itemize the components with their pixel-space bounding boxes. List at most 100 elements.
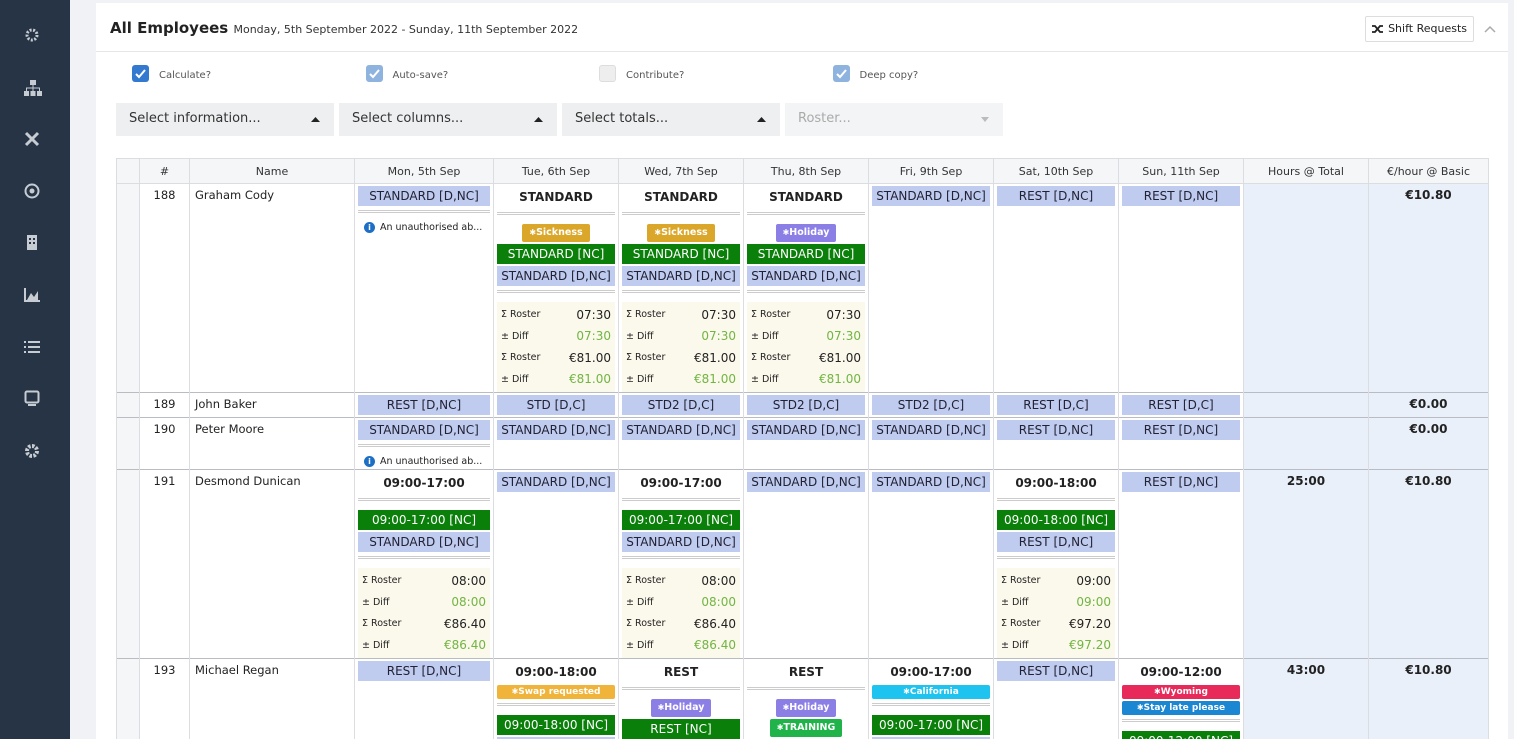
green-label[interactable]: 09:00-18:00 [NC] [497,715,615,735]
stats-label: Σ Roster [626,309,666,321]
separator [997,556,1115,559]
stats-row: ± Diff €97.20 [997,635,1115,657]
shift-label[interactable]: REST [D,NC] [358,661,490,681]
day-cell: STANDARD [D,NC] [868,417,994,470]
shift-label[interactable]: REST [D,NC] [997,186,1115,206]
stats-block: Σ Roster 09:00 ± Diff 09:00 Σ Roster €97.20 ± … [997,568,1115,658]
shift-label[interactable]: REST [D,NC] [1122,420,1240,440]
shift-label[interactable]: STANDARD [D,NC] [622,532,740,552]
nav-icon[interactable] [24,390,40,406]
card: All Employees Monday, 5th September 2022… [96,3,1508,739]
shift-label[interactable]: STANDARD [D,NC] [747,266,865,286]
card-header: All Employees Monday, 5th September 2022… [96,3,1508,52]
stats-value: 07:30 [576,329,611,344]
nav-icon[interactable] [24,80,42,96]
stats-row: ± Diff €86.40 [622,635,740,657]
shift-label[interactable]: REST [D,NC] [1122,186,1240,206]
stats-label: Σ Roster [501,309,541,321]
shift-label[interactable]: REST [D,C] [1122,395,1240,415]
stats-label: ± Diff [362,639,390,651]
green-label[interactable]: 09:00-17:00 [NC] [622,510,740,530]
shift-label[interactable]: STANDARD [D,NC] [358,186,490,206]
shift-label[interactable]: REST [D,NC] [497,737,615,739]
shift-label[interactable]: STD [D,C] [497,395,615,415]
stats-label: Σ Roster [751,309,791,321]
shift-label[interactable]: STANDARD [D,NC] [747,420,865,440]
shift-label[interactable]: REST [D,NC] [1122,472,1240,492]
head-label: STANDARD [519,190,593,204]
shift-label[interactable]: REST [D,NC] [997,532,1115,552]
nav-icon[interactable] [24,443,40,459]
separator [358,556,490,559]
nav-icon[interactable] [24,183,40,199]
shift-label[interactable]: REST [D,NC] [997,420,1115,440]
title: All Employees Monday, 5th September 2022… [110,19,578,37]
day-cell: REST [D,NC] [1118,417,1244,470]
shift-label[interactable]: STD2 [D,C] [747,395,865,415]
shift-label[interactable]: STANDARD [D,NC] [872,420,990,440]
select[interactable]: Select totals... [562,103,780,136]
row-number: 188 [139,183,190,393]
shift-label[interactable]: STANDARD [D,NC] [622,420,740,440]
stats-row: ± Diff 07:30 [497,326,615,348]
nav-icon[interactable] [24,27,40,43]
stats-value: €86.40 [694,638,736,653]
select[interactable]: Select columns... [339,103,557,136]
row-number: 191 [139,469,190,659]
day-cell: REST [D,NC] [993,417,1119,470]
stats-row: Σ Roster €81.00 [497,347,615,369]
green-label[interactable]: REST [NC] [622,719,740,739]
nav-icon[interactable] [24,234,40,250]
shift-label[interactable]: STANDARD [D,NC] [358,532,490,552]
badge-wrap: Sickness [497,224,615,242]
green-label[interactable]: STANDARD [NC] [622,244,740,264]
stats-block: Σ Roster 08:00 ± Diff 08:00 Σ Roster €86.40 ± … [358,568,490,658]
shift-label[interactable]: STANDARD [D,NC] [497,266,615,286]
stats-row: ± Diff €81.00 [497,369,615,391]
badge-wrap: TRAINING [747,719,865,737]
stats-block: Σ Roster 08:00 ± Diff 08:00 Σ Roster €86.40 ± … [622,568,740,658]
stats-row: Σ Roster 07:30 [497,304,615,326]
shift-label[interactable]: REST [D,NC] [872,737,990,739]
nav-icon[interactable] [24,340,40,354]
green-label[interactable]: 09:00-17:00 [NC] [872,715,990,735]
nav-icon[interactable] [24,131,40,147]
day-cell: 09:00-18:00 Swap requested 09:00-18:00 [NC… [493,658,619,739]
select[interactable]: Select information... [116,103,334,136]
nav-icon[interactable] [24,288,40,302]
column-header: Sun, 11th Sep [1118,158,1244,184]
green-label[interactable]: STANDARD [NC] [747,244,865,264]
day-cell: STANDARD [D,NC] [743,469,869,659]
shift-label[interactable]: STANDARD [D,NC] [358,420,490,440]
shift-label[interactable]: STANDARD [D,NC] [497,472,615,492]
shift-label[interactable]: STANDARD [D,NC] [622,266,740,286]
separator [872,703,990,706]
shift-label[interactable]: STANDARD [D,NC] [747,472,865,492]
stats-row: Σ Roster €97.20 [997,613,1115,635]
shift-label[interactable]: STANDARD [D,NC] [872,186,990,206]
head-label: 09:00-17:00 [890,665,972,679]
collapse-icon[interactable] [1484,25,1496,33]
shift-label[interactable]: STD2 [D,C] [622,395,740,415]
gutter-cell [116,417,140,470]
shift-requests-button[interactable]: Shift Requests [1365,16,1474,42]
select: Roster... [785,103,1003,136]
shift-label[interactable]: STANDARD [D,NC] [497,420,615,440]
stats-value: 07:30 [701,329,736,344]
green-label[interactable]: 09:00-17:00 [NC] [358,510,490,530]
shift-label[interactable]: REST [D,C] [997,395,1115,415]
employee-name: John Baker [189,392,355,418]
stats-label: ± Diff [362,596,390,608]
green-label[interactable]: 09:00-12:00 [NC] [1122,731,1240,739]
column-header: €/hour @ Basic [1368,158,1489,184]
shift-label[interactable]: STD2 [D,C] [872,395,990,415]
shift-label[interactable]: REST [D,NC] [358,395,490,415]
day-cell: STANDARD [D,NC] An unauthorised ab... [354,183,494,393]
checkbox[interactable] [132,65,149,82]
green-label[interactable]: STANDARD [NC] [497,244,615,264]
green-label[interactable]: 09:00-18:00 [NC] [997,510,1115,530]
column-header: Fri, 9th Sep [868,158,994,184]
day-cell: 09:00-12:00 Wyoming Stay late please 09:00-… [1118,658,1244,739]
shift-label[interactable]: STANDARD [D,NC] [872,472,990,492]
shift-label[interactable]: REST [D,NC] [997,661,1115,681]
